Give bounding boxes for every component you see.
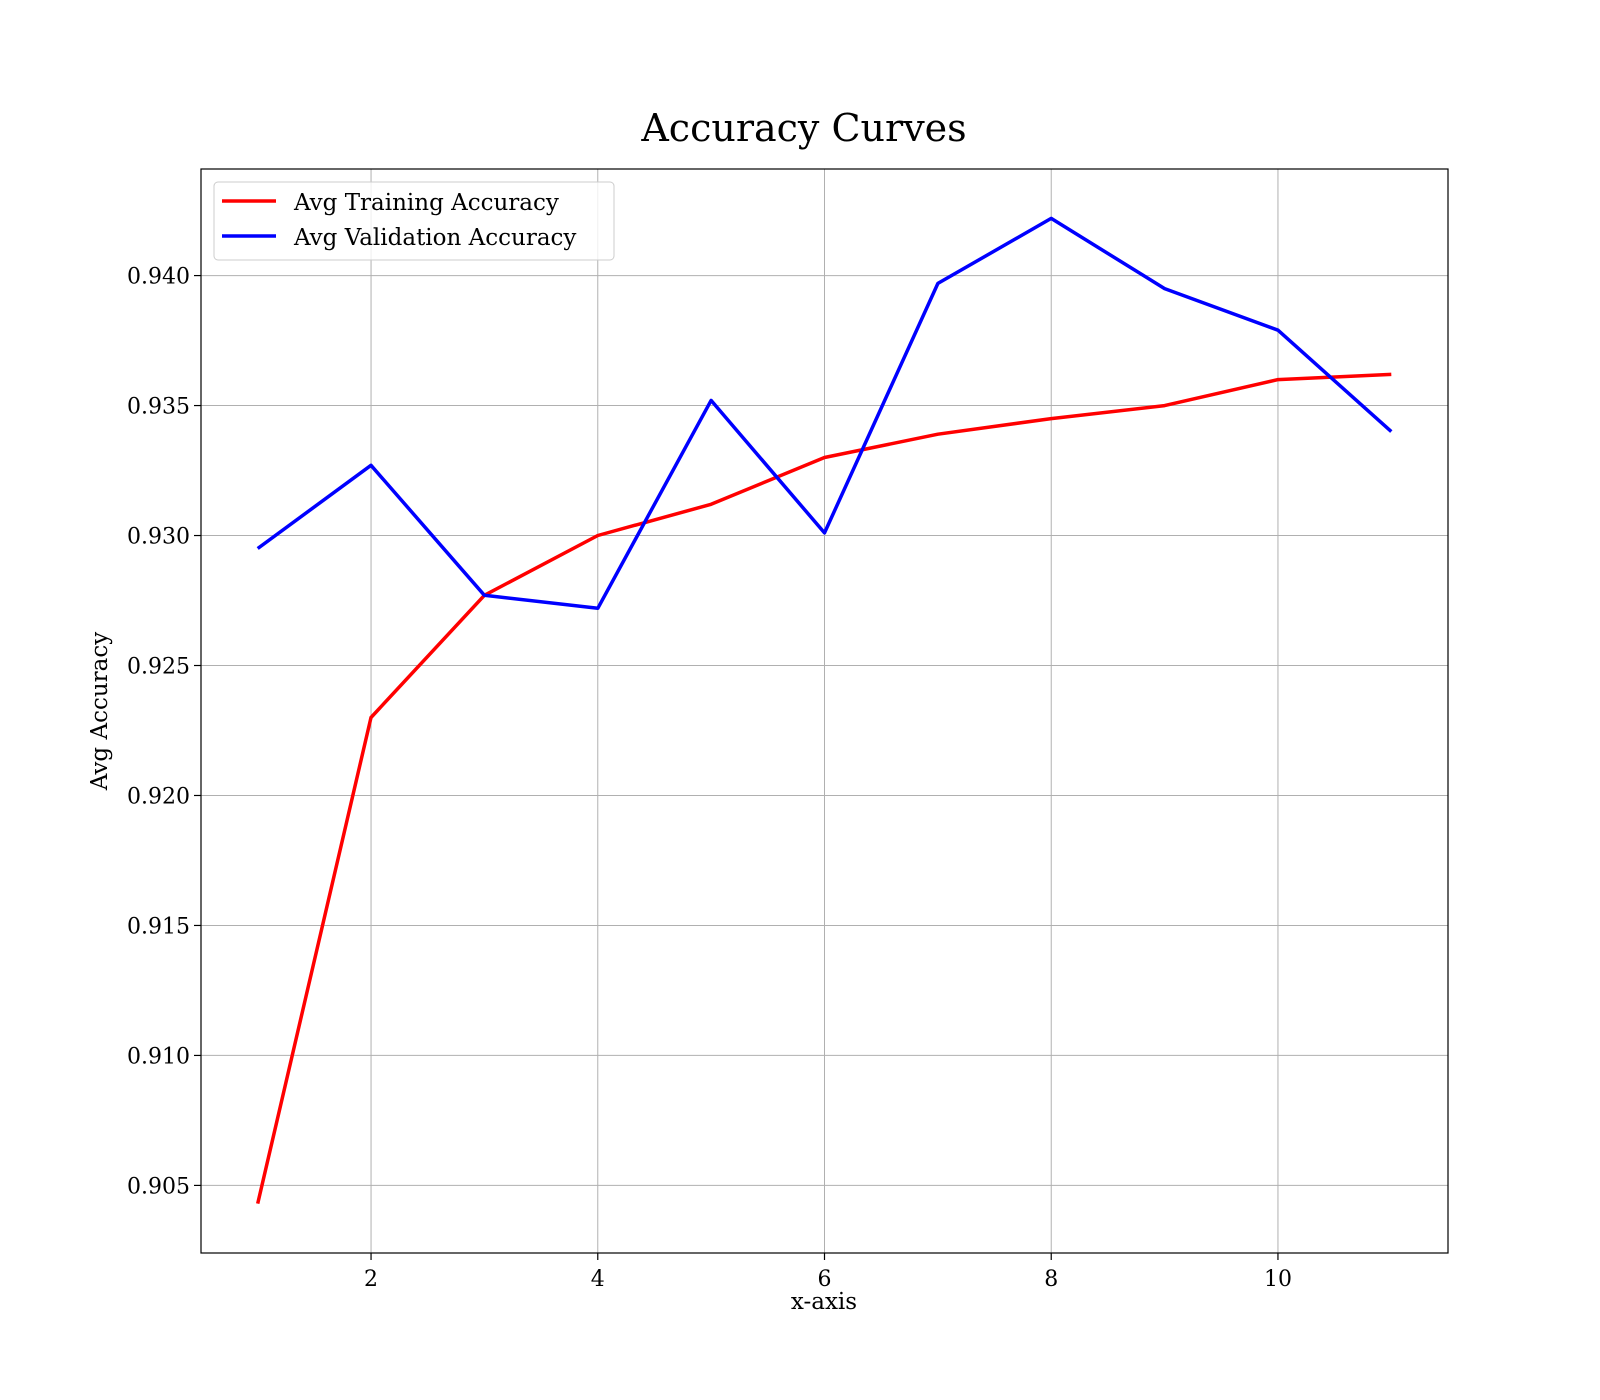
y-axis-label: Avg Accuracy — [87, 632, 113, 791]
x-tick-label: 2 — [364, 1267, 378, 1292]
y-tick-label: 0.905 — [127, 1174, 190, 1199]
y-tick-label: 0.915 — [127, 914, 190, 939]
y-tick-label: 0.910 — [127, 1044, 190, 1069]
x-tick-label: 6 — [818, 1267, 832, 1292]
series-line-training — [255, 372, 1392, 1204]
legend-label-training: Avg Training Accuracy — [293, 190, 559, 216]
y-tick-label: 0.930 — [127, 525, 190, 550]
y-axis-ticks: 0.905 0.910 0.915 0.920 0.925 0.930 0.935 0.940 — [127, 265, 201, 1199]
series-lines — [255, 216, 1393, 1204]
legend: Avg Training Accuracy Avg Validation Acc… — [213, 181, 615, 261]
y-tick-label: 0.940 — [127, 265, 190, 290]
legend-box — [213, 181, 615, 261]
chart-title: Accuracy Curves — [640, 106, 966, 150]
series-line-validation — [256, 216, 1393, 611]
x-tick-label: 4 — [591, 1267, 605, 1292]
x-axis-ticks: 2 4 6 8 10 — [364, 1253, 1292, 1292]
x-axis-label: x-axis — [791, 1289, 857, 1315]
y-tick-label: 0.935 — [127, 395, 190, 420]
y-tick-label: 0.925 — [127, 655, 190, 680]
x-tick-label: 10 — [1264, 1267, 1292, 1292]
x-tick-label: 8 — [1044, 1267, 1058, 1292]
y-tick-label: 0.920 — [127, 784, 190, 809]
grid-lines — [201, 169, 1448, 1253]
legend-label-validation: Avg Validation Accuracy — [293, 225, 576, 251]
